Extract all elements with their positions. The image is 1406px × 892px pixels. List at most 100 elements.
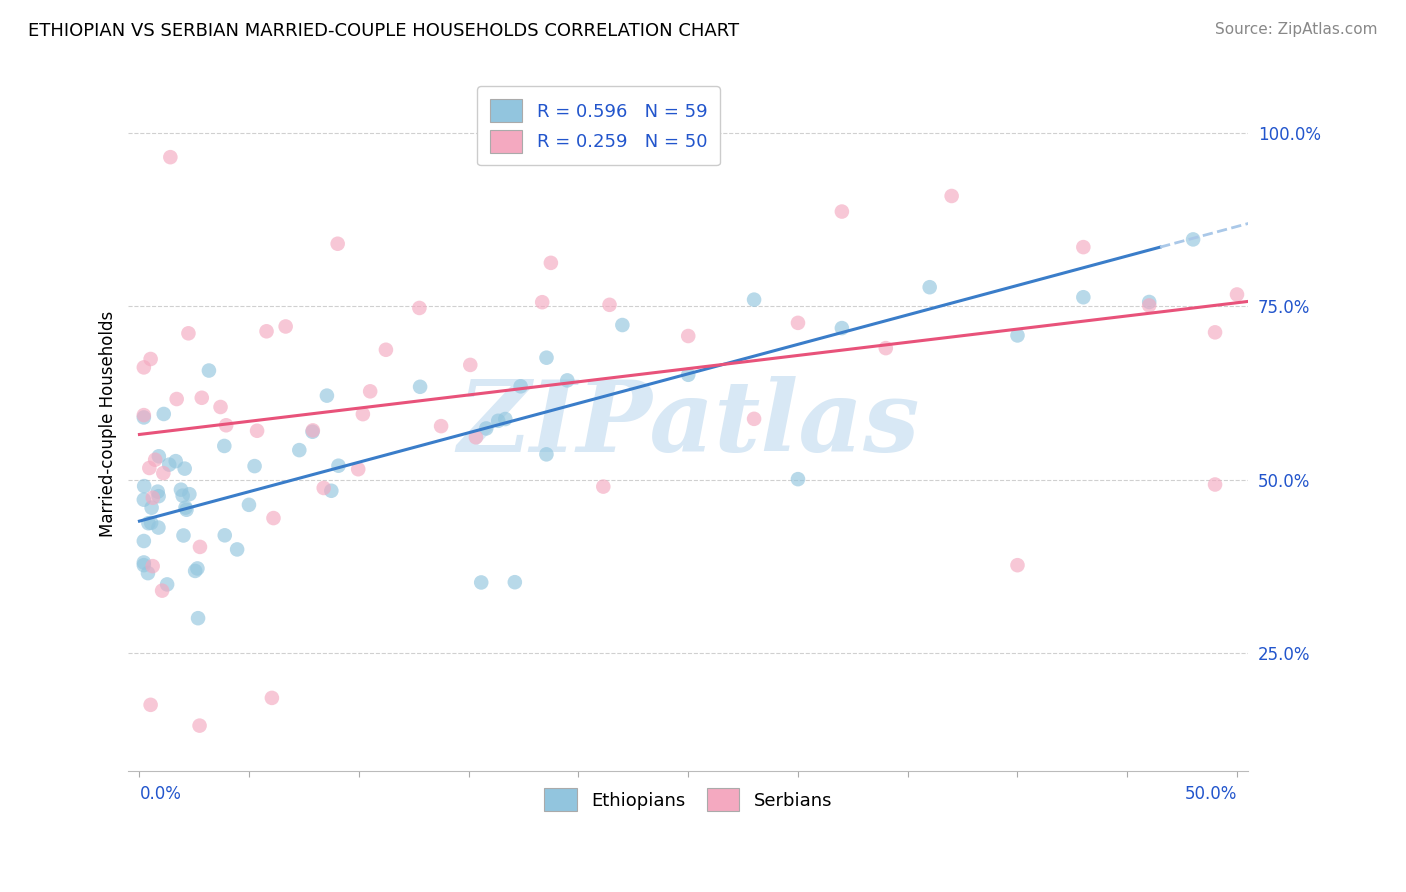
Point (139, 516, 162, 530)
Point (179, 487, 201, 501)
Point (132, 492, 155, 507)
Point (612, 318, 634, 332)
Point (1007, 328, 1029, 343)
Point (831, 321, 853, 335)
Point (316, 389, 339, 403)
Point (134, 479, 156, 493)
Point (1073, 290, 1095, 304)
Point (742, 412, 765, 426)
Point (458, 358, 481, 372)
Point (243, 459, 266, 474)
Point (188, 718, 211, 732)
Point (1137, 295, 1160, 310)
Point (139, 351, 162, 366)
Point (177, 326, 200, 341)
Point (676, 329, 699, 343)
Point (172, 528, 194, 542)
Point (184, 564, 207, 578)
Point (941, 189, 963, 203)
Point (132, 558, 155, 573)
Point (132, 410, 155, 425)
Point (831, 204, 853, 219)
Point (918, 280, 941, 294)
Point (150, 583, 173, 598)
Point (599, 298, 621, 312)
Point (328, 458, 350, 473)
Point (132, 556, 155, 570)
Point (170, 483, 193, 497)
Point (312, 481, 335, 495)
Point (1073, 240, 1095, 254)
Point (288, 443, 311, 458)
Point (152, 407, 174, 421)
Point (226, 542, 249, 557)
Point (787, 472, 810, 486)
Point (141, 500, 163, 515)
Legend: Ethiopians, Serbians: Ethiopians, Serbians (531, 775, 845, 824)
Point (302, 423, 325, 437)
Text: ETHIOPIAN VS SERBIAN MARRIED-COUPLE HOUSEHOLDS CORRELATION CHART: ETHIOPIAN VS SERBIAN MARRIED-COUPLE HOUS… (28, 22, 740, 40)
Point (409, 380, 432, 394)
Point (215, 418, 238, 433)
Point (156, 577, 179, 591)
Point (352, 407, 374, 421)
Point (209, 400, 232, 414)
Point (142, 559, 165, 574)
Point (301, 425, 323, 439)
Point (136, 566, 159, 581)
Point (214, 439, 236, 453)
Point (470, 575, 492, 590)
Point (1226, 287, 1249, 301)
Point (263, 511, 285, 525)
Point (875, 341, 897, 355)
Point (256, 324, 278, 338)
Point (188, 540, 211, 554)
Point (159, 150, 181, 164)
Point (408, 301, 430, 315)
Point (146, 484, 169, 499)
Point (148, 520, 170, 534)
Point (152, 466, 174, 480)
Point (143, 452, 166, 467)
Point (1182, 232, 1205, 246)
Point (359, 384, 381, 399)
Point (374, 343, 396, 357)
Point (536, 351, 558, 365)
Point (555, 373, 578, 387)
Point (321, 483, 343, 498)
Point (1137, 298, 1160, 312)
Point (787, 316, 810, 330)
Point (464, 430, 486, 444)
Point (132, 534, 155, 549)
Point (475, 421, 498, 435)
Point (148, 450, 170, 464)
Point (503, 575, 526, 590)
Point (347, 462, 370, 476)
Point (260, 690, 283, 705)
Point (172, 489, 194, 503)
Point (1204, 477, 1226, 491)
Point (326, 236, 349, 251)
Text: 0.0%: 0.0% (139, 785, 181, 803)
Point (173, 461, 195, 475)
Point (540, 256, 562, 270)
Point (430, 419, 453, 434)
Point (176, 502, 198, 516)
Text: Source: ZipAtlas.com: Source: ZipAtlas.com (1215, 22, 1378, 37)
Point (1007, 558, 1029, 573)
Point (191, 391, 214, 405)
Point (132, 408, 155, 422)
Point (174, 500, 197, 515)
Point (157, 458, 180, 472)
Point (592, 480, 614, 494)
Point (138, 516, 160, 531)
Point (138, 461, 160, 475)
Point (742, 293, 765, 307)
Point (246, 424, 269, 438)
Point (676, 368, 699, 382)
Point (274, 319, 297, 334)
Point (509, 379, 531, 393)
Point (494, 412, 516, 426)
Point (1204, 326, 1226, 340)
Point (187, 611, 209, 625)
